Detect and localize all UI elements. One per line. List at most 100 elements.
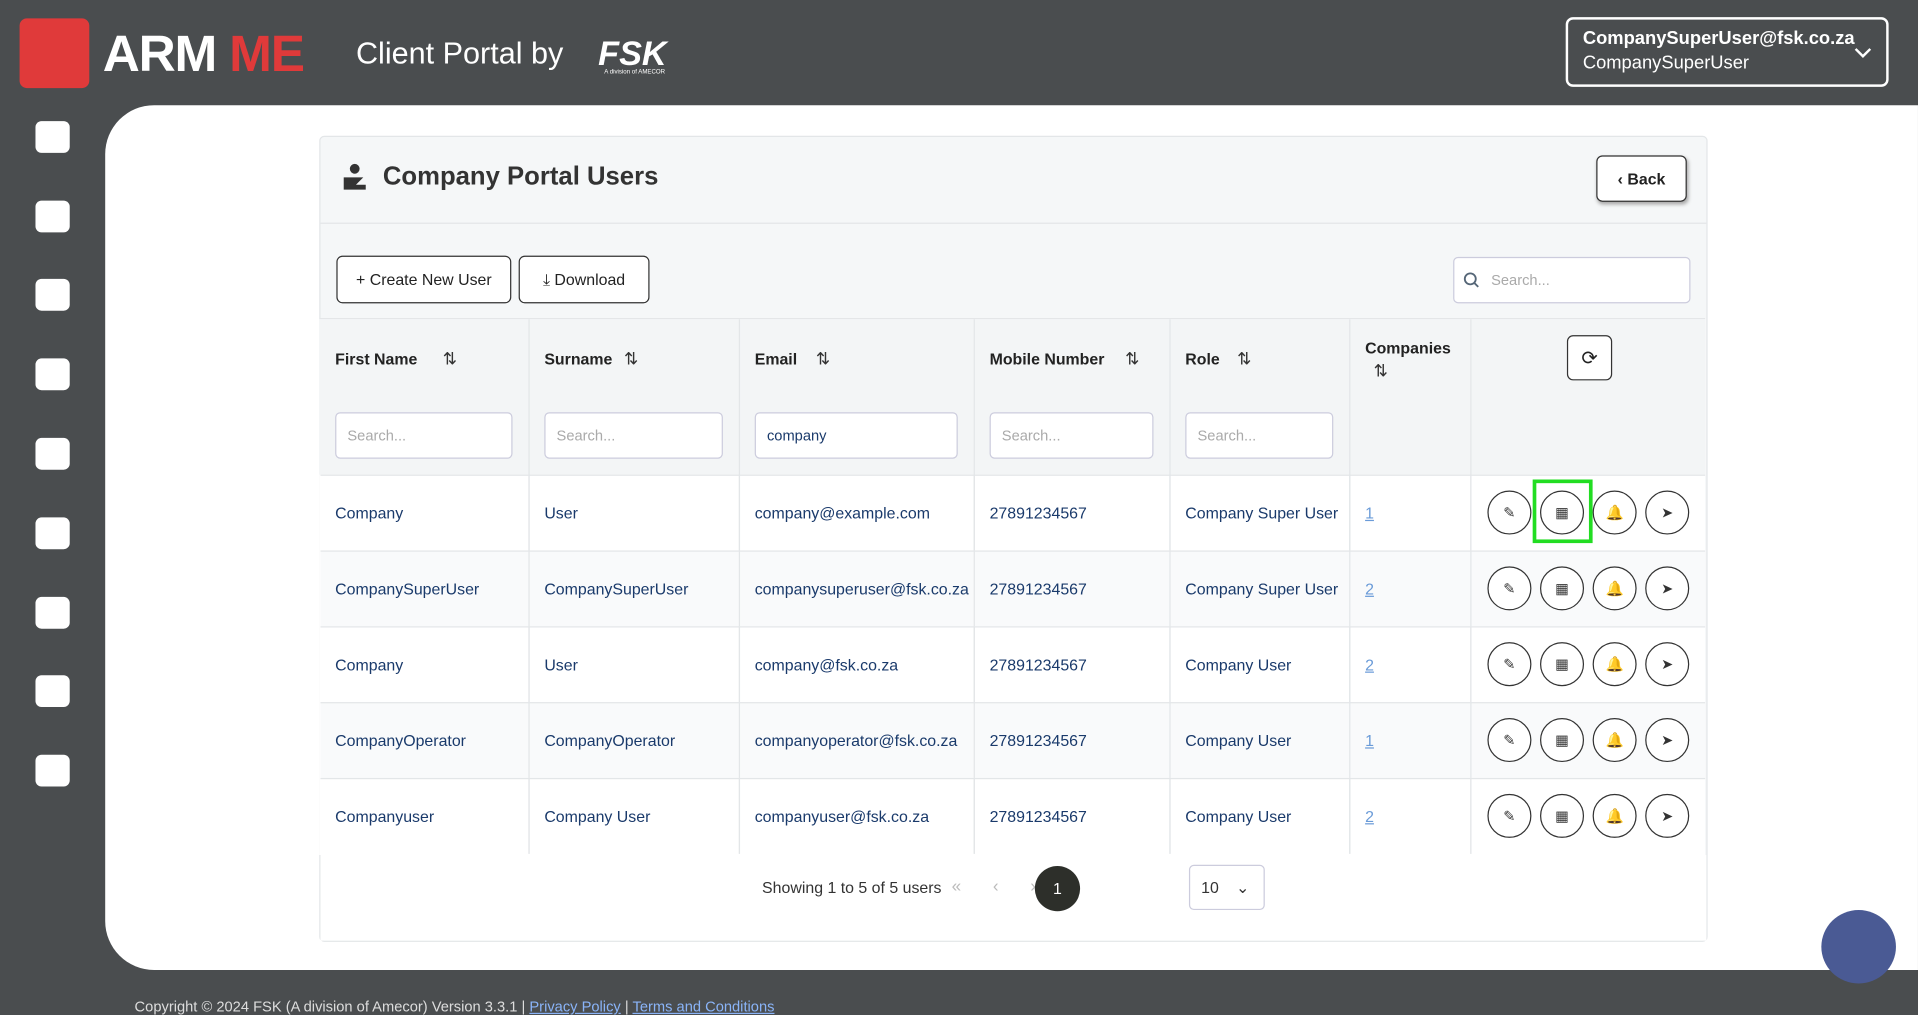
refresh-button[interactable]: ⟳ [1566, 335, 1613, 381]
cell: CompanyOperator [335, 730, 466, 750]
sort-icon[interactable]: ⇅ [624, 348, 639, 369]
col-divider [973, 474, 975, 551]
action-button[interactable]: ➤ [1645, 490, 1690, 535]
col-divider [973, 702, 975, 778]
nav-item[interactable] [35, 437, 70, 470]
col-divider [738, 474, 741, 551]
action-button[interactable]: ➤ [1645, 566, 1690, 611]
column-header: Companies [1365, 338, 1451, 358]
col-divider [528, 626, 530, 703]
user-name: CompanySuperUser [1582, 52, 1750, 74]
action-button[interactable]: 🔔 [1592, 642, 1637, 687]
companies-link[interactable]: 2 [1365, 655, 1374, 674]
user-menu[interactable]: CompanySuperUser@fsk.co.za CompanySuperU… [1565, 17, 1889, 87]
back-button[interactable]: ‹ Back [1596, 155, 1687, 202]
col-divider [1169, 777, 1171, 854]
action-button[interactable]: ➤ [1645, 793, 1690, 838]
cell: companysuperuser@fsk.co.za [754, 579, 969, 598]
col-divider [1470, 777, 1472, 854]
action-button[interactable]: 🔔 [1592, 490, 1637, 535]
col-divider [1349, 777, 1351, 854]
nav-item[interactable] [35, 278, 70, 311]
cell: Company User [544, 806, 651, 826]
global-search-placeholder: Search... [1491, 271, 1550, 289]
page-size[interactable]: 10 ⌄ [1188, 864, 1265, 911]
action-button[interactable]: ✎ [1487, 642, 1532, 687]
action-button[interactable]: ▦ [1540, 490, 1585, 535]
col-divider [1470, 474, 1472, 551]
column-header: Role [1185, 349, 1220, 369]
action-button[interactable]: ✎ [1487, 490, 1532, 535]
highlight [1532, 479, 1593, 544]
companies-link[interactable]: 2 [1365, 579, 1374, 598]
column-filter[interactable]: Search... [335, 412, 513, 459]
action-button[interactable]: 🔔 [1592, 566, 1637, 611]
nav-item[interactable] [35, 121, 70, 153]
companies-link[interactable]: 2 [1365, 806, 1374, 826]
panel-title: Company Portal Users [382, 162, 659, 191]
action-button[interactable]: ▦ [1540, 642, 1585, 687]
nav-item[interactable] [35, 200, 70, 233]
action-button[interactable]: 🔔 [1592, 793, 1637, 838]
action-button[interactable]: ➤ [1645, 718, 1690, 763]
action-button[interactable]: ✎ [1487, 566, 1532, 611]
sort-icon[interactable]: ⇅ [1373, 360, 1389, 381]
action-button[interactable]: ▦ [1540, 566, 1585, 611]
privacy-link[interactable]: Privacy Policy [529, 998, 621, 1015]
cell: company@example.com [754, 503, 930, 522]
action-button[interactable]: ▦ [1540, 718, 1585, 763]
cell: companyuser@fsk.co.za [754, 806, 930, 826]
nav-item[interactable] [35, 358, 70, 391]
cell: CompanySuperUser [544, 579, 689, 598]
sort-icon[interactable]: ⇅ [442, 348, 458, 369]
row-bg [320, 702, 1706, 780]
column-header: Email [754, 349, 798, 369]
col-divider [1169, 702, 1171, 778]
sort-icon[interactable]: ⇅ [1237, 348, 1252, 369]
column-filter[interactable]: Search... [544, 412, 723, 459]
nav-item[interactable] [35, 675, 70, 708]
cell: User [544, 655, 578, 674]
companies-link[interactable]: 1 [1365, 730, 1374, 750]
col-divider [1470, 550, 1472, 627]
action-button[interactable]: 🔔 [1592, 718, 1637, 763]
action-button[interactable]: ➤ [1645, 642, 1690, 687]
col-divider [1169, 474, 1171, 551]
terms-link[interactable]: Terms and Conditions [632, 998, 775, 1015]
column-filter[interactable]: company [754, 412, 958, 459]
sort-icon[interactable]: ⇅ [815, 348, 831, 369]
row-bg [320, 550, 1706, 628]
page-size-value: 10 [1201, 878, 1219, 897]
cell: CompanySuperUser [335, 579, 480, 598]
nav-item[interactable] [35, 754, 70, 787]
page-button[interactable]: 1 [1034, 866, 1081, 912]
create-button[interactable]: + Create New User [336, 255, 512, 304]
cell: Company User [1185, 730, 1292, 750]
companies-link[interactable]: 1 [1365, 503, 1374, 522]
col-divider [1349, 626, 1351, 703]
column-filter[interactable]: Search... [1185, 412, 1334, 459]
row-bg [320, 474, 1706, 552]
chat-button[interactable] [1821, 910, 1896, 984]
nav-item[interactable] [35, 596, 70, 629]
cell: User [544, 503, 578, 522]
col-divider [528, 550, 530, 627]
row-bg [320, 626, 1706, 703]
col-divider [1349, 702, 1351, 778]
global-search[interactable]: Search... [1453, 256, 1691, 304]
cell: Company Super User [1185, 579, 1339, 598]
nav-item[interactable] [35, 517, 70, 550]
action-button[interactable]: ▦ [1540, 793, 1585, 838]
logo-right: ME [229, 24, 305, 82]
column-filter[interactable]: Search... [989, 412, 1154, 459]
download-button[interactable]: ⤓ Download [518, 255, 650, 304]
col-divider [973, 777, 975, 854]
back-label: Back [1627, 169, 1666, 188]
action-button[interactable]: ✎ [1487, 793, 1532, 838]
footer-band [320, 855, 1707, 941]
sort-icon[interactable]: ⇅ [1125, 348, 1140, 369]
create-label: Create New User [369, 270, 492, 289]
logo: ARM ME [103, 24, 305, 83]
column-header: First Name [335, 349, 418, 369]
action-button[interactable]: ✎ [1487, 718, 1532, 763]
